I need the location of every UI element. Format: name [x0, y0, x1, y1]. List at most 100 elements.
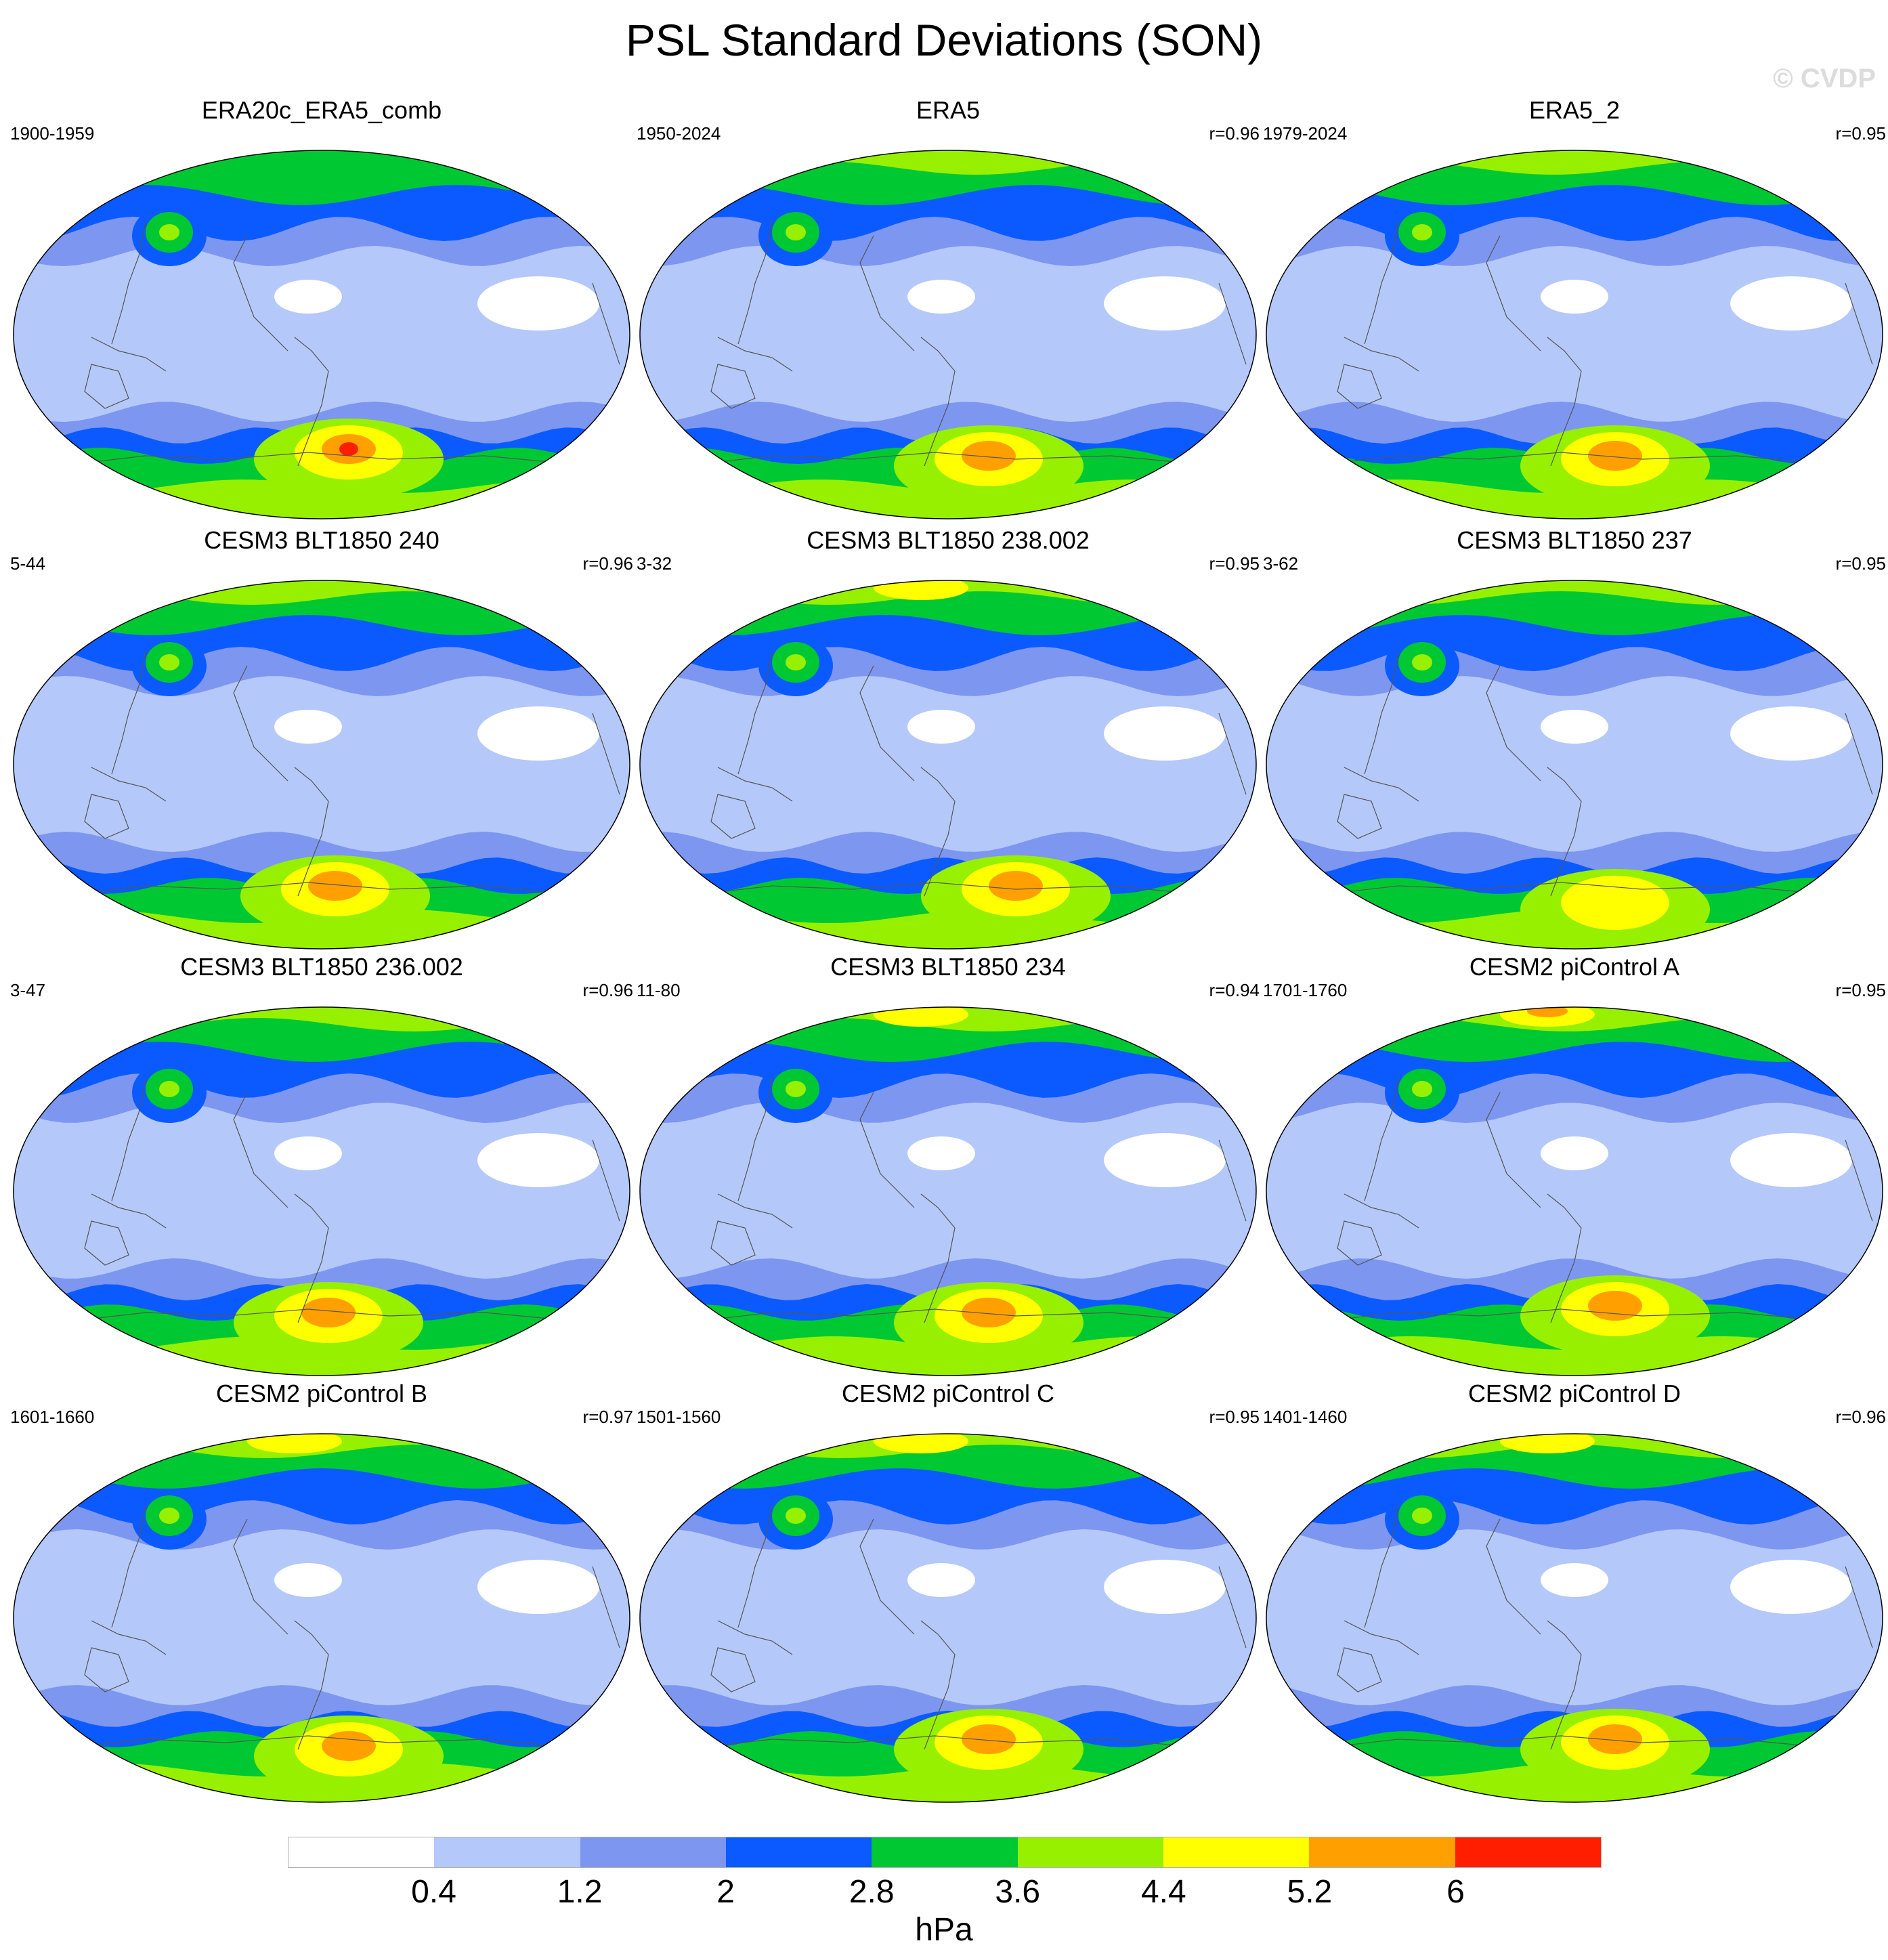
panel-title: ERA5_2 — [1528, 96, 1621, 124]
colorbar-box — [1017, 1837, 1163, 1867]
colorbar-box — [872, 1837, 1018, 1867]
coastline — [717, 1620, 793, 1655]
panel-title: CESM3 BLT1850 238.002 — [807, 526, 1090, 554]
map-panel: CESM3 BLT1850 238.002 3-32 r=0.95 — [637, 525, 1260, 952]
colorbar-box — [434, 1837, 580, 1867]
coastline — [1344, 767, 1419, 802]
map-panel: CESM2 piControl B 1601-1660 r=0.97 — [10, 1378, 633, 1805]
coastline — [920, 767, 956, 897]
contour-fill — [159, 1081, 179, 1097]
contour-field — [640, 580, 1256, 949]
colorbar-tick-label: 6 — [1446, 1874, 1465, 1910]
coastlines — [57, 1078, 620, 1323]
coastlines — [683, 652, 1247, 897]
coastline — [859, 1518, 915, 1635]
panel-years: 3-47 — [10, 980, 46, 1000]
coastline — [91, 1193, 167, 1229]
coastline — [111, 1078, 146, 1201]
contour-fill — [1541, 710, 1608, 744]
coastline — [737, 652, 773, 775]
world-map — [1266, 1433, 1883, 1803]
colorbar — [288, 1837, 1602, 1868]
coastline — [294, 1620, 329, 1750]
contour-field — [1266, 150, 1883, 519]
panel-years: 3-32 — [637, 553, 672, 574]
coastline — [1337, 364, 1382, 409]
contour-fill — [1541, 280, 1608, 314]
contour-field — [1266, 580, 1883, 949]
coastline — [111, 1505, 146, 1628]
coastline — [737, 221, 773, 345]
coastline — [592, 1139, 620, 1222]
coastline — [1337, 1647, 1382, 1692]
coastline — [717, 767, 793, 802]
contour-fill — [1730, 276, 1852, 331]
coastline — [1547, 337, 1582, 467]
coastline — [859, 1092, 915, 1208]
panel-years: 1900-1959 — [10, 123, 95, 144]
map-outline — [13, 150, 630, 519]
coastline — [717, 337, 793, 372]
coastline — [91, 1620, 167, 1655]
map-panel: CESM2 piControl D 1401-1460 r=0.96 — [1263, 1378, 1886, 1805]
colorbar-tick-label: 2 — [716, 1874, 735, 1910]
coastline — [920, 337, 956, 467]
contour-fill — [477, 276, 599, 331]
coastline — [1845, 1139, 1873, 1222]
map-outline — [639, 150, 1257, 519]
coastline — [1344, 337, 1419, 372]
coastline — [57, 452, 593, 467]
panel-correlation: r=0.95 — [1209, 1407, 1260, 1427]
panel-title: CESM2 piControl C — [841, 1380, 1055, 1407]
map-panel: CESM3 BLT1850 240 5-44 r=0.96 — [10, 525, 633, 952]
map-outline — [13, 1006, 630, 1376]
contour-fill — [907, 710, 975, 744]
contour-fill — [786, 654, 806, 670]
contour-fill — [159, 1508, 179, 1524]
world-map — [13, 580, 630, 950]
coastlines — [1310, 1078, 1873, 1323]
contour-fill — [786, 224, 806, 240]
coastline — [294, 1193, 329, 1323]
coastline — [84, 1647, 129, 1692]
contour-fill — [989, 871, 1043, 901]
world-map — [1266, 580, 1883, 950]
colorbar-tick-label: 4.4 — [1140, 1874, 1186, 1910]
map-panel: ERA20c_ERA5_comb 1900-1959 — [10, 95, 633, 521]
map-outline — [1266, 1433, 1883, 1803]
panel-years: 5-44 — [10, 553, 46, 574]
panel-years: 1979-2024 — [1263, 123, 1348, 144]
coastline — [683, 1308, 1220, 1323]
coastlines — [683, 221, 1247, 467]
colorbar-labels: 0.4 1.2 2 2.8 3.6 4.4 5.2 6 — [0, 1873, 1888, 1914]
coastline — [592, 712, 620, 795]
contour-fill — [1104, 1133, 1226, 1187]
panel-correlation: r=0.96 — [582, 553, 633, 574]
coastline — [737, 1078, 773, 1201]
panel-title: CESM3 BLT1850 234 — [830, 953, 1066, 981]
coastline — [91, 767, 167, 802]
coastline — [1344, 1193, 1419, 1229]
contour-field — [1266, 1007, 1883, 1376]
coastline — [710, 1220, 756, 1266]
contour-fill — [1412, 1081, 1432, 1097]
coastline — [1310, 1735, 1846, 1750]
contour-field — [640, 150, 1256, 519]
contour-fill — [1730, 706, 1852, 761]
coastline — [1845, 712, 1873, 795]
world-map — [1266, 1006, 1883, 1376]
colorbar-box — [288, 1837, 435, 1867]
contour-fill — [14, 150, 630, 205]
world-map — [639, 150, 1257, 519]
coastline — [710, 794, 756, 839]
contour-fill — [1730, 1133, 1852, 1187]
colorbar-tick-label: 2.8 — [849, 1874, 895, 1910]
panel-years: 1401-1460 — [1263, 1407, 1348, 1427]
coastlines — [57, 221, 620, 467]
colorbar-box — [725, 1837, 872, 1867]
panel-title: ERA5 — [916, 96, 981, 124]
contour-fill — [159, 654, 179, 670]
coastline — [1547, 1193, 1582, 1323]
coastline — [57, 882, 593, 897]
contour-fill — [1588, 1724, 1642, 1754]
